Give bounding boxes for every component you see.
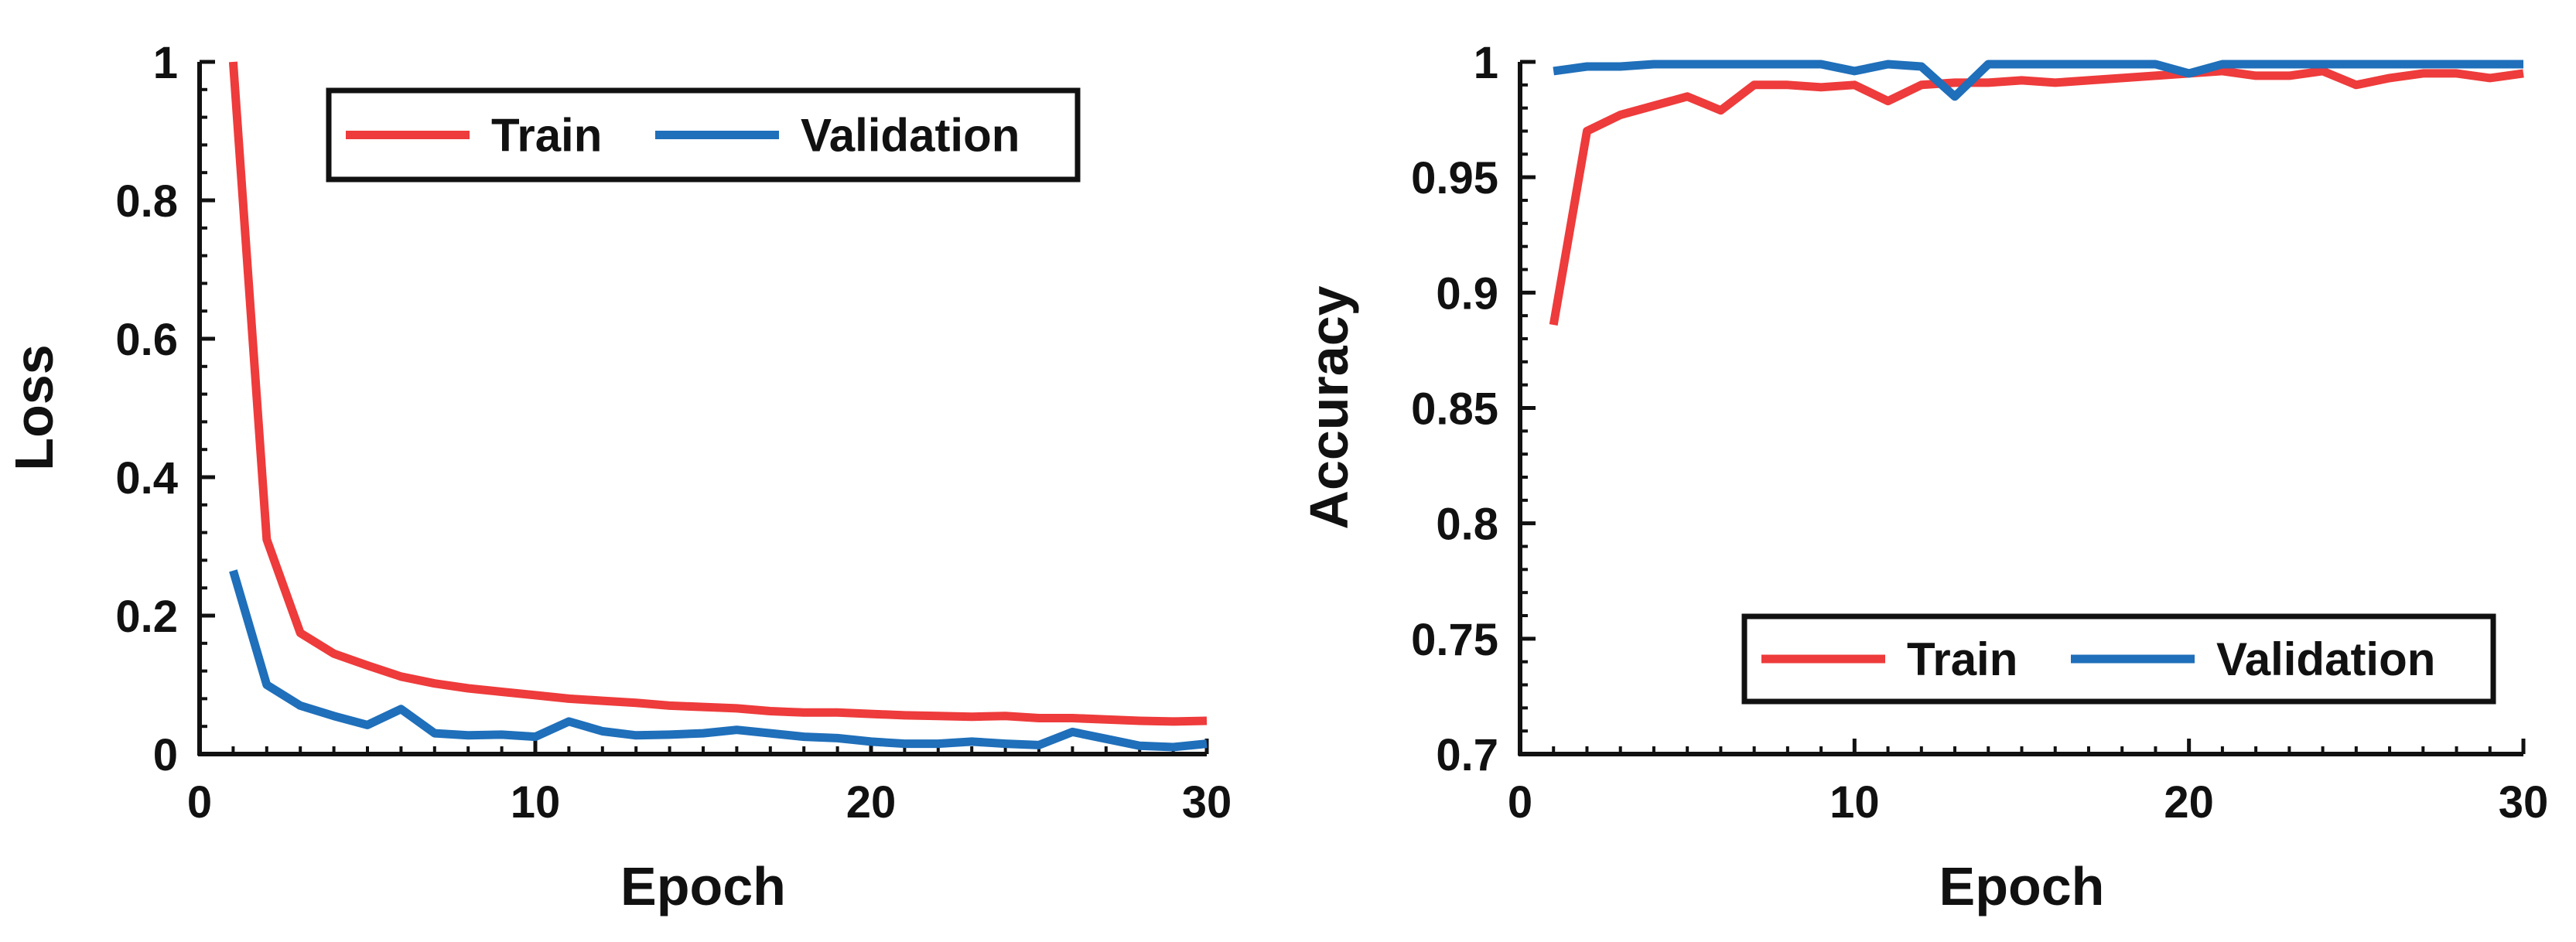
x-tick-label: 30 [2499, 777, 2549, 828]
x-tick-label: 0 [1508, 777, 1532, 828]
series-line-validation [1553, 60, 2523, 101]
y-tick-label: 0.95 [1411, 153, 1498, 203]
y-tick-label: 0.85 [1411, 384, 1498, 435]
series-line-validation [229, 569, 1208, 752]
y-tick-label: 0.6 [115, 315, 178, 365]
legend-label-validation: Validation [801, 110, 1020, 162]
y-tick-label: 0.75 [1411, 615, 1498, 665]
series-line-train [228, 61, 1208, 726]
x-tick-label: 30 [1182, 777, 1232, 828]
legend-label-train: Train [491, 110, 602, 162]
legend: Train Validation [326, 87, 1081, 183]
y-tick-label: 1 [153, 38, 178, 88]
y-axis-title: Loss [4, 344, 64, 470]
x-tick-label: 20 [2164, 777, 2214, 828]
y-axis-title: Accuracy [1299, 285, 1359, 529]
y-tick-label: 0.9 [1436, 268, 1498, 319]
y-tick-label: 0.4 [115, 453, 178, 503]
legend-label-validation: Validation [2216, 633, 2435, 685]
x-axis-title: Epoch [620, 856, 786, 916]
x-axis-title: Epoch [1939, 856, 2105, 916]
y-tick-label: 0.2 [115, 592, 178, 642]
y-tick-label: 1 [1474, 38, 1498, 88]
y-tick-label: 0.7 [1436, 730, 1498, 780]
y-tick-label: 0 [153, 730, 178, 780]
series-line-train [1549, 67, 2524, 326]
x-tick-label: 20 [846, 777, 897, 828]
y-tick-label: 0.8 [115, 176, 178, 227]
x-tick-label: 0 [187, 777, 212, 828]
y-tick-label: 0.8 [1436, 500, 1498, 550]
x-tick-label: 10 [511, 777, 561, 828]
legend-label-train: Train [1907, 633, 2017, 685]
legend: Train Validation [1741, 613, 2496, 705]
x-tick-label: 10 [1830, 777, 1880, 828]
